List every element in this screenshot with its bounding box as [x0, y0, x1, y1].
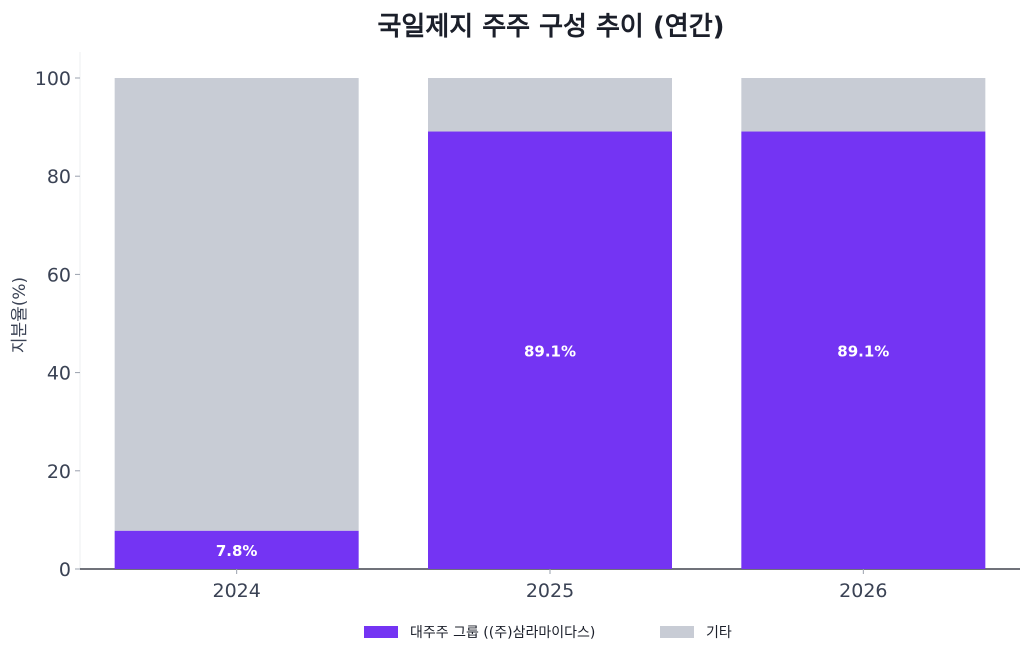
- legend: 대주주 그룹 ((주)삼라마이다스) 기타: [364, 625, 732, 641]
- y-tick-label: 0: [59, 559, 71, 581]
- bar-other-2026: [741, 78, 986, 132]
- bar-other-2024: [114, 78, 359, 531]
- bar-other-2025: [428, 78, 672, 132]
- y-tick-label: 40: [47, 363, 71, 385]
- y-tick-label: 20: [47, 461, 71, 483]
- y-tick-label: 60: [47, 264, 71, 286]
- bar-major-2026: [741, 131, 986, 570]
- x-tick-label: 2026: [839, 580, 887, 602]
- legend-label: 기타: [706, 625, 732, 641]
- data-label: 89.1%: [524, 342, 576, 360]
- data-label: 7.8%: [216, 542, 258, 560]
- x-tick-label: 2025: [526, 580, 574, 602]
- legend-label: 대주주 그룹 ((주)삼라마이다스): [410, 625, 595, 641]
- data-label: 89.1%: [837, 342, 889, 360]
- x-tick-label: 2024: [212, 580, 260, 602]
- bar-major-2024: [114, 530, 359, 569]
- y-tick-label: 80: [47, 166, 71, 188]
- bar-major-2025: [428, 131, 672, 570]
- y-tick-label: 100: [35, 68, 71, 90]
- legend-swatch: [364, 626, 398, 638]
- chart-title: 국일제지 주주 구성 추이 (연간): [377, 12, 724, 42]
- legend-swatch: [660, 626, 694, 638]
- plot-area: 0 20 40 60 80 100 7.8% 2024 89.1% 2025 89.1% 2026: [35, 52, 1020, 602]
- y-axis-label: 지분율(%): [10, 277, 30, 353]
